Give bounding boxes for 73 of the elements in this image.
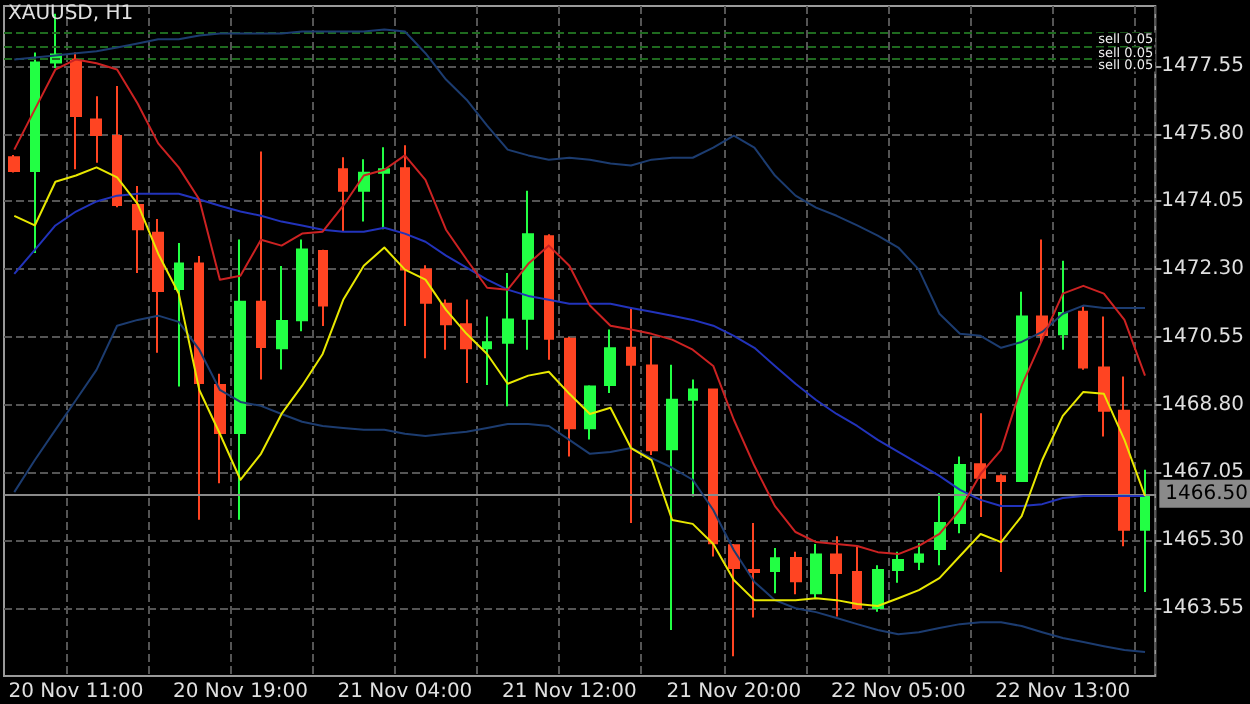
y-tick-label: 1472.30 [1161, 258, 1245, 281]
candlestick [30, 51, 40, 254]
x-tick-label: 21 Nov 04:00 [337, 681, 473, 703]
candlestick [974, 412, 986, 518]
y-tick-label: 1465.30 [1161, 529, 1245, 552]
x-tick-label: 21 Nov 12:00 [501, 681, 637, 703]
candlestick [1016, 290, 1028, 484]
candlestick [1078, 305, 1088, 371]
candlestick [790, 550, 802, 596]
candlestick [296, 238, 308, 333]
candlestick [400, 144, 410, 328]
candlestick [482, 315, 492, 386]
candlestick [626, 306, 636, 525]
candlestick [544, 233, 554, 361]
line-series [13, 314, 1147, 653]
y-tick-label: 1475.80 [1161, 122, 1245, 145]
y-tick-label: 1468.80 [1161, 393, 1245, 416]
candlestick [872, 564, 884, 613]
candlestick [810, 543, 822, 600]
x-tick-label: 22 Nov 05:00 [830, 681, 966, 703]
candlestick [174, 241, 184, 388]
y-tick-label: 1474.05 [1161, 190, 1245, 213]
x-tick-label: 20 Nov 11:00 [8, 681, 144, 703]
candlestick [1140, 468, 1150, 594]
candlestick [748, 522, 760, 619]
candlestick [770, 546, 780, 595]
candlestick [90, 95, 102, 164]
candlestick [318, 248, 328, 328]
y-tick-label: 1477.55 [1161, 54, 1245, 77]
candlestick [708, 388, 718, 558]
y-tick-label: 1470.55 [1161, 325, 1245, 348]
candlestick [646, 335, 658, 456]
candlestick [934, 491, 946, 567]
candlestick [892, 550, 904, 584]
candlestick [1036, 238, 1048, 344]
line-series [13, 166, 1147, 607]
candlestick [70, 51, 82, 171]
candlestick [234, 238, 246, 521]
candlestick [276, 265, 288, 371]
line-series [13, 192, 1147, 508]
candlestick [914, 542, 924, 571]
candlestick [584, 384, 596, 441]
candlestick [830, 535, 842, 618]
candlestick [502, 272, 514, 408]
y-tick-label: 1467.05 [1161, 461, 1245, 484]
x-tick-label: 21 Nov 20:00 [666, 681, 802, 703]
candlestick [728, 543, 740, 658]
candlestick [1118, 375, 1130, 548]
candlestick [564, 335, 576, 458]
candlestick [8, 154, 20, 174]
candlestick [1058, 259, 1068, 351]
candlestick [460, 298, 472, 384]
candlestick [378, 146, 390, 231]
candlestick [112, 85, 122, 209]
candlestick [194, 255, 204, 521]
candlestick [132, 184, 144, 275]
candlestick [852, 546, 862, 611]
candlestick [666, 363, 678, 631]
candlestick [688, 378, 698, 498]
x-tick-label: 20 Nov 19:00 [173, 681, 308, 703]
candlestick [152, 217, 164, 354]
candlestick [604, 328, 616, 395]
candlestick [214, 372, 226, 485]
x-tick-label: 22 Nov 13:00 [995, 681, 1131, 703]
candlestick [338, 156, 348, 233]
ref-line-label: 1466.50 [1165, 482, 1249, 505]
candlestick [1098, 315, 1110, 438]
candlestick [996, 473, 1006, 573]
candlestick [522, 189, 534, 351]
candlestick [420, 264, 432, 360]
y-tick-label: 1463.55 [1161, 596, 1245, 619]
chart-title: XAUUSD, H1 [8, 3, 134, 25]
candlestick [256, 150, 266, 381]
